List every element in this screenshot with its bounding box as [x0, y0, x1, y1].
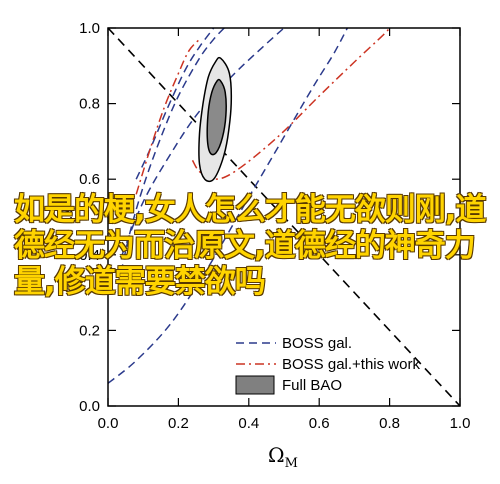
x-axis-title-sub: M [285, 456, 298, 471]
y-tick-label-1: 0.2 [79, 322, 100, 339]
x-tick-label-0: 0.0 [98, 415, 119, 432]
legend-label-0: BOSS gal. [282, 335, 352, 352]
contour-layer [198, 56, 233, 183]
y-tick-label-0: 0.0 [79, 398, 100, 415]
legend-label-1: BOSS gal.+this work [282, 356, 420, 373]
x-tick-label-3: 0.6 [309, 415, 330, 432]
reference-line-layer [108, 28, 460, 406]
y-tick-label-5: 1.0 [79, 20, 100, 37]
plot-frame [107, 27, 461, 407]
series-1-curve-0 [135, 38, 201, 195]
series-0-curve-2 [121, 28, 285, 256]
x-tick-label-5: 1.0 [450, 415, 471, 432]
series-0-curve-0 [108, 28, 349, 384]
legend: BOSS gal. BOSS gal.+this work Full BAO [235, 335, 420, 395]
reference-line-0 [108, 28, 460, 406]
x-tick-label-1: 0.2 [168, 415, 189, 432]
legend-swatch-2 [235, 375, 275, 395]
series-0-curve-1 [117, 28, 225, 286]
x-axis-title: ΩM [268, 443, 298, 471]
x-tick-label-2: 0.4 [238, 415, 259, 432]
y-tick-label-3: 0.6 [79, 171, 100, 188]
legend-label-2: Full BAO [282, 377, 342, 394]
series-layer [108, 28, 391, 384]
x-tick-label-4: 0.8 [379, 415, 400, 432]
y-tick-label-4: 0.8 [79, 96, 100, 113]
y-tick-label-2: 0.4 [79, 247, 100, 264]
x-axis: 0.0 0.2 0.4 0.6 0.8 1.0 [98, 28, 471, 432]
contour-inner [206, 78, 227, 156]
y-axis: 0.0 0.2 0.4 0.6 0.8 1.0 [79, 20, 460, 415]
y-axis-title: Ω [53, 208, 77, 225]
x-axis-title-main: Ω [268, 443, 285, 467]
